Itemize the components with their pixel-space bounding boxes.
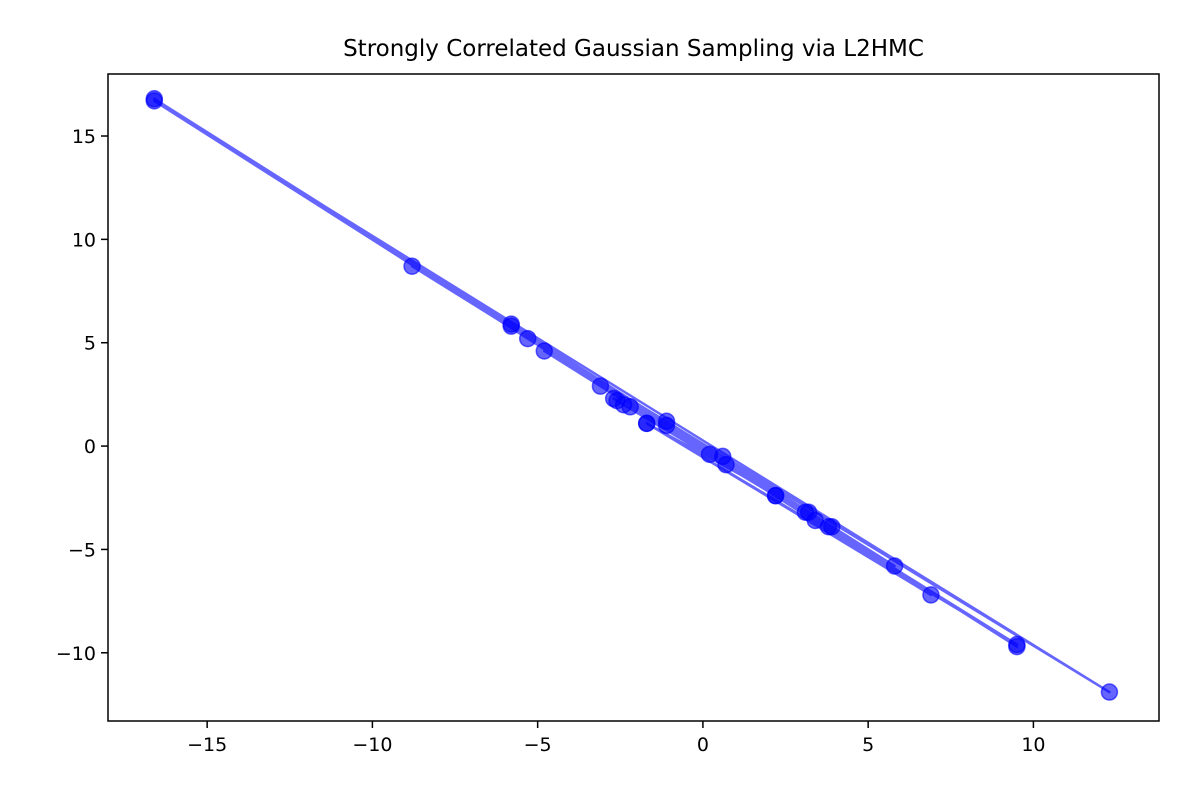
series-layer (145, 90, 1119, 701)
x-tick-label: 0 (697, 734, 709, 756)
data-point (922, 586, 940, 604)
data-point (518, 329, 537, 348)
data-point (819, 517, 838, 536)
y-tick-label: 5 (84, 333, 96, 355)
data-point (885, 557, 904, 575)
y-axis: −10 −5 0 5 10 15 (56, 126, 108, 665)
data-point (637, 414, 656, 433)
data-point (591, 377, 610, 395)
y-tick-label: 15 (72, 126, 96, 148)
x-tick-label: −5 (524, 734, 552, 756)
chart-title: Strongly Correlated Gaussian Sampling vi… (343, 36, 924, 62)
y-tick-label: −10 (56, 643, 96, 665)
x-axis: −15 −10 −5 0 5 10 (187, 721, 1046, 756)
x-tick-label: 5 (862, 734, 874, 756)
x-tick-label: 10 (1021, 734, 1045, 756)
data-point (535, 342, 554, 360)
x-tick-label: −15 (187, 734, 227, 756)
y-tick-label: 0 (84, 436, 96, 458)
data-point (145, 92, 164, 110)
data-point (657, 416, 676, 435)
plot-frame (107, 73, 1160, 722)
data-point (403, 257, 421, 275)
data-point (766, 486, 785, 505)
data-point (502, 317, 520, 335)
data-point (608, 391, 626, 410)
data-point (1008, 635, 1026, 654)
y-tick-label: −5 (68, 539, 96, 561)
data-point (713, 447, 732, 466)
data-point (1100, 683, 1119, 701)
y-tick-label: 10 (72, 229, 96, 251)
x-tick-label: −10 (352, 734, 392, 756)
